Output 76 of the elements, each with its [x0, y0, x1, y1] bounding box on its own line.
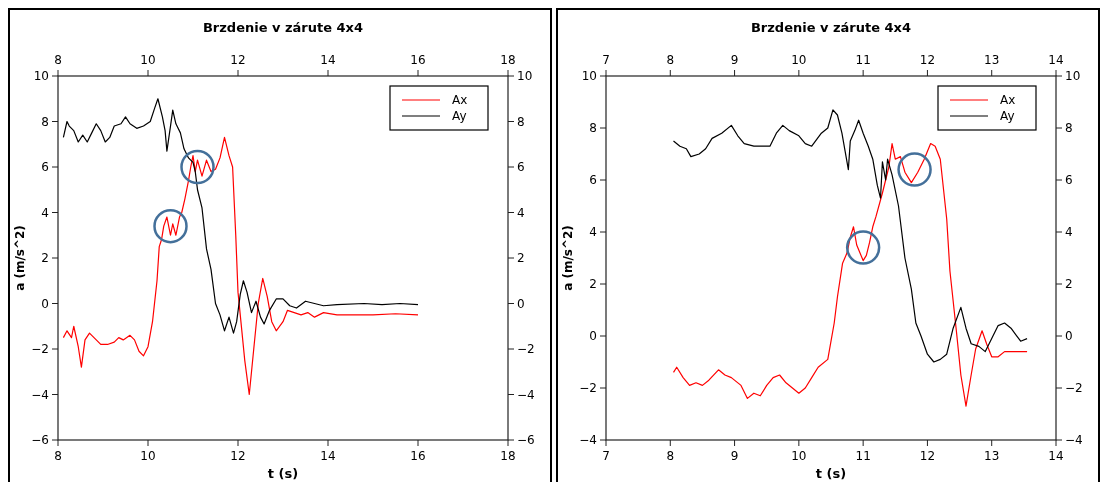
x-tick-label: 8: [54, 449, 62, 463]
chart-title: Brzdenie v zárute 4x4: [750, 20, 912, 35]
y-tick-label: 2: [41, 251, 49, 265]
legend-label: Ax: [452, 93, 468, 107]
x2-tick-label: 9: [730, 53, 739, 67]
y-tick-label: −6: [31, 433, 49, 447]
y-axis-title: a (m/s^2): [13, 225, 27, 291]
y2-tick-label: 10: [1065, 69, 1081, 83]
y-tick-label: 4: [589, 225, 597, 239]
y2-tick-label: 0: [1065, 329, 1073, 343]
y-tick-label: −4: [579, 433, 597, 447]
line-series: [62, 136, 419, 396]
y2-tick-label: 10: [517, 69, 533, 83]
x-tick-label: 10: [791, 449, 807, 463]
x2-tick-label: 14: [320, 53, 336, 67]
y-tick-label: 0: [41, 296, 49, 311]
x2-tick-label: 16: [410, 53, 426, 67]
x-tick-label: 10: [140, 449, 156, 463]
line-series: [672, 143, 1028, 407]
y2-tick-label: 2: [1065, 277, 1073, 291]
y2-tick-label: −6: [517, 433, 535, 447]
x-tick-label: 14: [320, 449, 336, 463]
x2-tick-label: 8: [54, 53, 62, 67]
legend-label: Ay: [1000, 109, 1015, 123]
x-tick-label: 13: [984, 449, 1000, 463]
x2-tick-label: 8: [666, 53, 675, 67]
y-tick-label: 6: [589, 173, 597, 187]
y2-tick-label: −2: [1065, 381, 1083, 395]
line-series: [62, 98, 419, 334]
x2-tick-label: 10: [140, 53, 156, 67]
y-axis-title: a (m/s^2): [561, 225, 575, 291]
x2-tick-label: 7: [602, 53, 610, 67]
y-tick-label: 0: [589, 329, 597, 343]
y-tick-label: 10: [581, 69, 597, 83]
y-tick-label: 8: [589, 121, 597, 135]
x-tick-label: 16: [410, 449, 426, 463]
x2-tick-label: 10: [791, 53, 807, 67]
y2-tick-label: 0: [517, 296, 525, 311]
y2-tick-label: 8: [1065, 121, 1073, 135]
x-tick-label: 8: [666, 449, 675, 463]
y2-tick-label: 4: [1065, 225, 1073, 239]
y2-tick-label: −2: [517, 342, 535, 356]
y2-tick-label: 4: [517, 205, 525, 220]
line-series: [672, 109, 1028, 363]
y2-tick-label: −4: [1065, 433, 1083, 447]
x-tick-label: 11: [855, 449, 871, 463]
x-tick-label: 7: [602, 449, 610, 463]
y2-tick-label: 2: [517, 251, 525, 265]
y-tick-label: 2: [589, 277, 597, 291]
y-tick-label: −2: [579, 381, 597, 395]
x2-tick-label: 18: [500, 53, 516, 67]
y-tick-label: 10: [33, 69, 49, 83]
y2-tick-label: 6: [517, 160, 525, 174]
x-axis-title: t (s): [267, 466, 299, 481]
x-tick-label: 9: [730, 449, 739, 463]
y-tick-label: −2: [31, 342, 49, 356]
x2-tick-label: 11: [855, 53, 871, 67]
x2-tick-label: 12: [230, 53, 246, 67]
legend-label: Ay: [452, 109, 467, 123]
x2-tick-label: 13: [984, 53, 1000, 67]
x2-tick-label: 12: [919, 53, 936, 67]
x-tick-label: 12: [230, 449, 246, 463]
y2-tick-label: −4: [517, 387, 535, 402]
y-tick-label: 8: [41, 114, 49, 129]
x-tick-label: 12: [919, 449, 936, 463]
y-tick-label: 6: [41, 160, 49, 174]
y-tick-label: 4: [41, 205, 49, 220]
x-tick-label: 14: [1048, 449, 1064, 463]
y2-tick-label: 8: [517, 114, 525, 129]
legend-label: Ax: [1000, 93, 1016, 107]
chart-title: Brzdenie v zárute 4x4: [202, 20, 364, 35]
x2-tick-label: 14: [1048, 53, 1064, 67]
x-axis-title: t (s): [815, 466, 847, 481]
x-tick-label: 18: [500, 449, 516, 463]
y-tick-label: −4: [31, 387, 49, 402]
y2-tick-label: 6: [1065, 173, 1073, 187]
